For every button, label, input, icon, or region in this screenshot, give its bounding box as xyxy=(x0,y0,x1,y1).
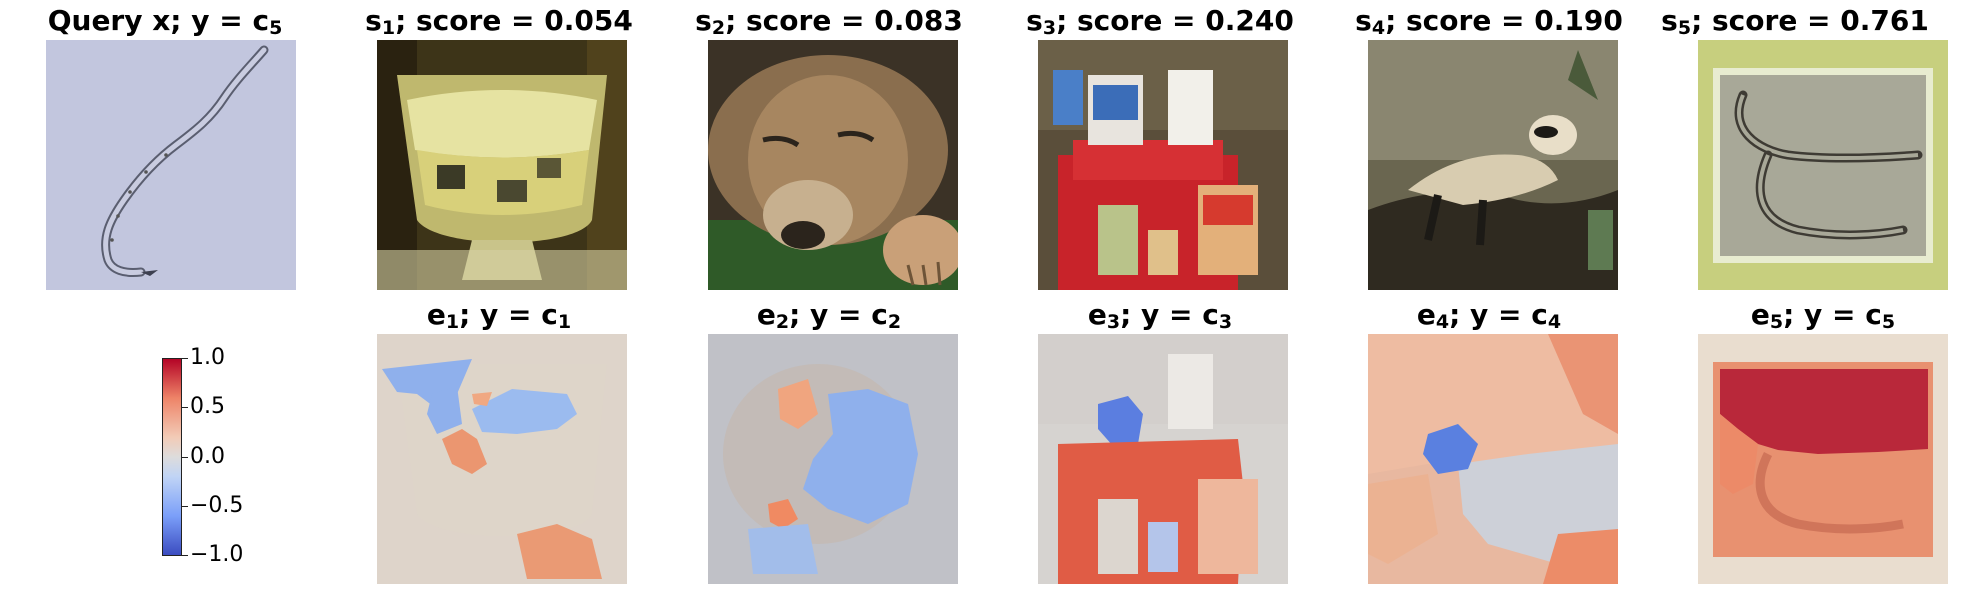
s1-title: s1; score = 0.054 xyxy=(365,4,633,39)
e4-heatmap xyxy=(1368,334,1618,584)
e5-heatmap xyxy=(1698,334,1948,584)
s4-title: s4; score = 0.190 xyxy=(1355,4,1623,39)
colorbar-tick-label: −1.0 xyxy=(190,542,244,567)
query-image xyxy=(46,40,296,290)
s2-image xyxy=(708,40,958,290)
e2-heatmap xyxy=(708,334,958,584)
colorbar-tick-label: 0.0 xyxy=(190,444,225,469)
colorbar-tick xyxy=(182,407,188,408)
e1-title: e1; y = c1 xyxy=(426,298,572,333)
e2-title: e2; y = c2 xyxy=(756,298,902,333)
colorbar xyxy=(162,358,182,556)
colorbar-tick xyxy=(182,457,188,458)
colorbar-tick-label: −0.5 xyxy=(190,493,244,518)
colorbar-tick xyxy=(182,506,188,507)
colorbar-tick-label: 0.5 xyxy=(190,394,225,419)
e1-heatmap xyxy=(377,334,627,584)
e3-heatmap xyxy=(1038,334,1288,584)
s4-image xyxy=(1368,40,1618,290)
query-title: Query x; y = c5 xyxy=(47,4,283,39)
colorbar-tick xyxy=(182,555,188,556)
s5-image xyxy=(1698,40,1948,290)
e5-title: e5; y = c5 xyxy=(1750,298,1896,333)
e3-title: e3; y = c3 xyxy=(1087,298,1233,333)
s2-title: s2; score = 0.083 xyxy=(695,4,963,39)
colorbar-tick xyxy=(182,358,188,359)
s1-image xyxy=(377,40,627,290)
s5-title: s5; score = 0.761 xyxy=(1661,4,1929,39)
e4-title: e4; y = c4 xyxy=(1416,298,1562,333)
s3-image xyxy=(1038,40,1288,290)
colorbar-tick-label: 1.0 xyxy=(190,345,225,370)
s3-title: s3; score = 0.240 xyxy=(1026,4,1294,39)
